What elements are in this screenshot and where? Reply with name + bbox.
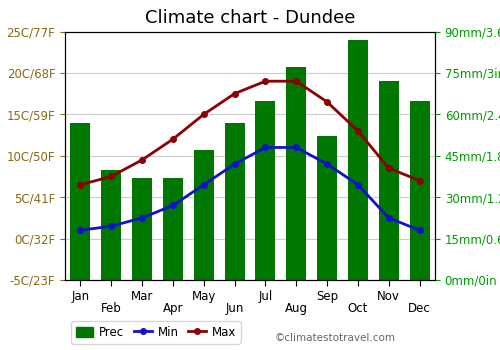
Bar [224, 122, 244, 280]
Max [293, 79, 299, 83]
Line: Max: Max [78, 78, 422, 188]
Text: Sep: Sep [316, 290, 338, 303]
Bar [163, 178, 183, 280]
Min [108, 224, 114, 228]
Min [355, 183, 361, 187]
Max [324, 100, 330, 104]
Max [355, 129, 361, 133]
Legend: Prec, Min, Max: Prec, Min, Max [71, 321, 240, 344]
Bar [378, 81, 399, 280]
Text: Jan: Jan [72, 290, 90, 303]
Text: May: May [192, 290, 216, 303]
Bar [317, 136, 337, 280]
Bar [286, 68, 306, 280]
Text: Aug: Aug [285, 302, 308, 315]
Text: Oct: Oct [348, 302, 368, 315]
Max [170, 137, 176, 141]
Min [78, 228, 84, 232]
Text: Jun: Jun [226, 302, 244, 315]
Max [108, 174, 114, 179]
Min [232, 162, 237, 166]
Bar [101, 169, 121, 280]
Min [262, 145, 268, 149]
Max [262, 79, 268, 83]
Bar [256, 100, 276, 280]
Text: Feb: Feb [101, 302, 121, 315]
Line: Min: Min [78, 145, 422, 233]
Max [416, 178, 422, 183]
Max [232, 91, 237, 96]
Min [293, 145, 299, 149]
Max [139, 158, 145, 162]
Bar [348, 40, 368, 280]
Text: Mar: Mar [131, 290, 154, 303]
Min [324, 162, 330, 166]
Bar [194, 150, 214, 280]
Min [201, 183, 207, 187]
Min [170, 203, 176, 208]
Max [201, 112, 207, 117]
Max [78, 183, 84, 187]
Max [386, 166, 392, 170]
Min [416, 228, 422, 232]
Text: Jul: Jul [258, 290, 272, 303]
Bar [70, 122, 90, 280]
Bar [132, 178, 152, 280]
Bar [410, 100, 430, 280]
Min [139, 216, 145, 220]
Text: Apr: Apr [162, 302, 183, 315]
Min [386, 216, 392, 220]
Text: ©climatestotravel.com: ©climatestotravel.com [275, 333, 396, 343]
Text: Dec: Dec [408, 302, 431, 315]
Title: Climate chart - Dundee: Climate chart - Dundee [145, 9, 355, 27]
Text: Nov: Nov [378, 290, 400, 303]
